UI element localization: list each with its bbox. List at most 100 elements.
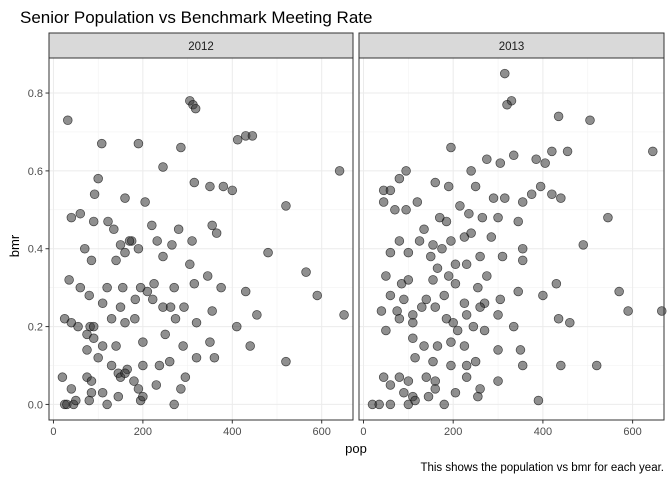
panel-2013: 2013 0 200 400 600 [358,32,667,438]
data-point [93,173,103,184]
data-point [401,166,411,176]
data-point [657,306,667,316]
data-point [158,162,168,172]
data-point [205,337,215,347]
data-point [513,286,523,297]
data-point [205,181,215,192]
data-point [500,193,510,203]
data-point [450,259,461,270]
data-point [475,251,485,262]
data-point [428,275,438,285]
data-point [508,321,519,332]
data-point [89,189,100,199]
data-point [517,360,528,371]
x-tick-label: 0 [50,426,56,438]
data-point [93,352,103,363]
x-tick-label: 600 [313,426,331,438]
y-tick-label: 0.6 [28,166,43,178]
data-point [459,298,470,308]
data-point [64,275,74,285]
data-point [133,384,144,394]
data-point [179,302,189,312]
data-point [475,384,485,394]
data-point [443,271,454,281]
data-point [614,286,624,297]
data-point [410,395,420,406]
data-point [482,271,492,281]
data-point [513,216,523,227]
panel-background [359,58,664,420]
data-point [75,282,86,293]
data-point [113,391,124,402]
data-point [417,302,427,312]
data-point [385,185,396,196]
data-point [190,103,201,114]
data-point [446,142,456,153]
x-tick-label: 400 [534,426,552,438]
data-point [173,224,184,235]
data-point [263,247,273,258]
data-point [75,208,86,219]
data-point [209,352,220,363]
data-point [591,360,602,371]
data-point [493,310,503,320]
data-point [97,341,108,351]
data-point [500,68,510,79]
y-tick-label: 0.0 [28,399,43,411]
data-point [176,142,186,153]
data-point [403,247,414,258]
data-point [167,240,177,250]
data-point [165,302,176,312]
data-point [556,193,566,203]
data-point [80,243,90,254]
data-point [423,391,434,402]
data-point [381,271,391,281]
data-point [84,290,94,301]
data-point [88,216,99,227]
data-point [66,384,77,394]
data-point [394,372,405,382]
data-point [111,341,121,351]
data-point [103,216,113,227]
data-point [202,271,213,281]
data-point [426,251,436,262]
data-point [401,205,411,215]
data-point [178,341,188,351]
data-point [252,310,262,320]
data-point [191,352,202,363]
data-point [421,294,432,305]
data-point [448,317,458,328]
facet-strip-label: 2012 [188,41,214,53]
data-point [428,356,438,367]
data-point [421,372,432,382]
data-point [419,224,429,235]
data-point [623,306,633,316]
data-point [232,134,243,145]
data-point [111,255,121,266]
y-tick-label: 0.8 [28,88,43,100]
data-point [385,247,396,258]
data-point [390,205,400,215]
data-point [531,154,541,164]
data-point [515,345,526,355]
data-point [432,263,443,273]
data-point [468,321,479,332]
data-point [508,150,519,161]
data-point [535,181,546,192]
data-point [428,240,438,250]
data-point [412,197,423,207]
data-point [578,240,589,250]
data-point [437,243,447,254]
data-point [517,255,528,266]
data-point [97,388,108,398]
data-point [403,376,414,386]
x-tick-label: 200 [134,426,152,438]
data-point [120,247,130,258]
data-point [470,356,481,367]
data-point [493,345,503,355]
data-point [130,294,141,305]
data-point [414,236,425,246]
data-point [551,279,562,289]
data-point [394,236,405,246]
data-point [446,360,456,371]
